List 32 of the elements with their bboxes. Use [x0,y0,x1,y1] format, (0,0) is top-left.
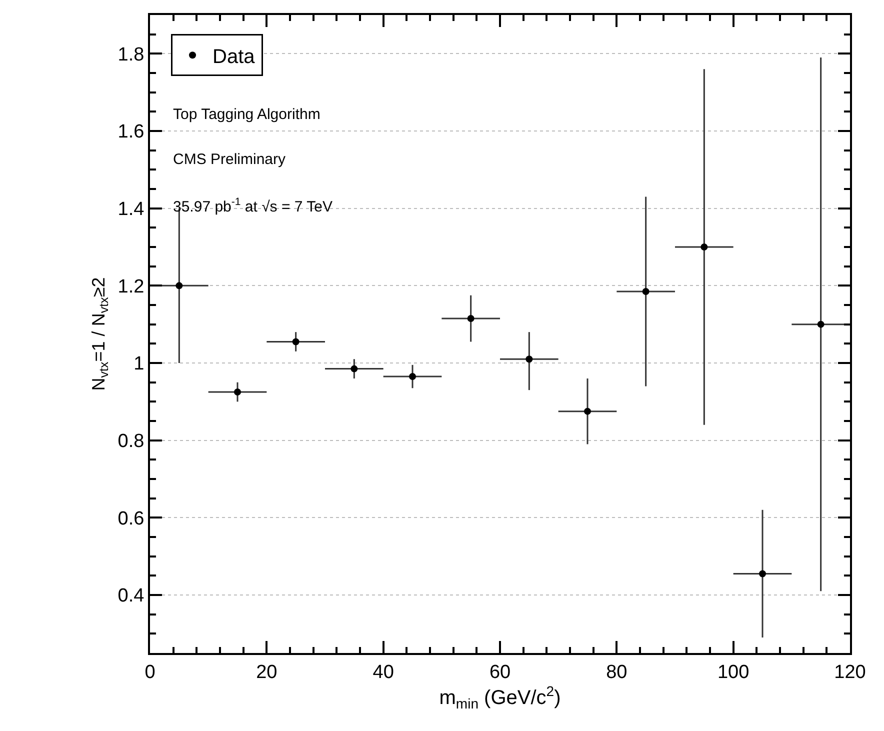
annotation: Top Tagging Algorithm [173,106,320,123]
x-tick-label: 20 [256,662,278,683]
y-tick-label: 1.2 [118,276,144,298]
point [817,320,824,328]
x-tick-label: 40 [372,662,394,683]
y-tick-label: 0.6 [118,508,144,530]
point [292,338,300,346]
y-tick-label: 0.8 [118,430,144,452]
y-tick-label: 1 [134,354,144,375]
point [409,373,416,380]
point [584,408,591,415]
legend-label: Data [212,46,256,68]
point [759,570,766,578]
point [350,365,358,372]
x-tick-label: 120 [834,662,866,683]
y-tick-label: 1.8 [118,44,144,66]
x-tick-label: 80 [606,662,628,683]
point [642,288,650,295]
x-axis-title: m$_{min}$ (GeV/c$^{2}$) [439,682,561,712]
point [700,244,708,250]
x-tick-label: 0 [144,662,156,683]
annotation: 35.97 pb$^{-1}$ at √s = 7 TeV [173,196,332,216]
y-tick-label: 1.6 [118,122,144,143]
annotation: CMS Preliminary [173,151,286,168]
point [526,356,533,363]
x-tick-label: 100 [717,662,750,683]
point [176,282,183,290]
y-tick-label: 1.4 [118,198,145,220]
y-tick-label: 0.4 [118,586,145,607]
x-tick-label: 60 [489,662,511,683]
point [234,388,241,396]
point [467,315,474,322]
